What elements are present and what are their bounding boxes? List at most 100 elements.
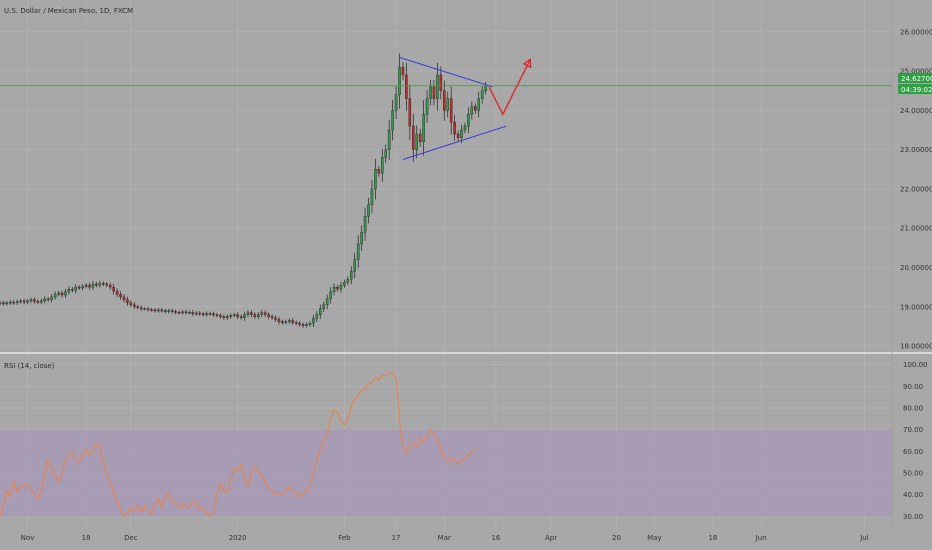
- rsi-axis-labels[interactable]: 30.00 40.00 50.00 60.00 70.00 80.00 90.00 100.0…: [903, 361, 928, 521]
- last-price-label: 24.62700: [901, 75, 932, 83]
- candle-down: [46, 298, 50, 301]
- candle-up: [332, 286, 336, 293]
- candle-down: [270, 316, 274, 318]
- price-tick-label: 19.00000: [900, 303, 932, 311]
- candle-up: [9, 301, 12, 304]
- candle-down: [449, 98, 453, 123]
- candle-down: [408, 98, 412, 127]
- time-tick-label: Apr: [545, 534, 557, 542]
- candle-up: [384, 149, 387, 158]
- price-tick-label: 21.00000: [900, 225, 932, 233]
- time-axis-labels[interactable]: Nov 18 Dec 2020 Feb 17 Mar 16 Apr 20 May 18 Jun Jul: [21, 534, 869, 542]
- candle-up: [322, 304, 326, 309]
- candle-down: [12, 301, 16, 304]
- candle-down: [88, 284, 91, 288]
- time-tick-label: 17: [392, 534, 401, 542]
- candle-up: [343, 282, 346, 286]
- candle-up: [470, 106, 474, 115]
- candle-up: [29, 299, 33, 302]
- candle-up: [43, 298, 47, 302]
- candle-down: [133, 304, 136, 307]
- time-tick-label: Dec: [124, 534, 138, 542]
- candle-down: [298, 323, 301, 325]
- candle-down: [115, 290, 119, 295]
- candle-up: [0, 302, 2, 305]
- chart-title[interactable]: U.S. Dollar / Mexican Peso, 1D, FXCM: [4, 7, 133, 15]
- candle-down: [136, 306, 140, 308]
- candle-down: [95, 283, 98, 286]
- candle-down: [277, 319, 281, 322]
- candle-up: [5, 302, 9, 305]
- candle-down: [139, 307, 143, 309]
- candle-up: [315, 314, 319, 319]
- candle-down: [129, 302, 133, 306]
- candle-up: [484, 85, 487, 91]
- candle-up: [429, 86, 432, 99]
- candle-up: [446, 98, 449, 111]
- candle-up: [360, 231, 363, 245]
- candle-up: [15, 301, 19, 304]
- candle-down: [250, 312, 253, 315]
- candle-down: [336, 286, 339, 290]
- candle-down: [174, 311, 177, 313]
- rsi-tick-label: 90.00: [903, 383, 923, 391]
- candle-up: [329, 291, 332, 300]
- candle-down: [412, 125, 415, 150]
- time-tick-label: 16: [491, 534, 500, 542]
- projection-arrowhead: [522, 58, 532, 69]
- candle-up: [74, 286, 78, 291]
- candle-down: [177, 312, 181, 314]
- time-tick-label: Mar: [438, 534, 451, 542]
- triangle-lower-trendline[interactable]: [402, 125, 507, 160]
- projection-arrow[interactable]: [488, 59, 531, 116]
- candle-up: [339, 284, 343, 290]
- rsi-tick-label: 100.00: [903, 361, 928, 369]
- candle-down: [153, 309, 157, 312]
- candle-up: [91, 283, 95, 288]
- candle-down: [401, 66, 405, 76]
- candle-down: [77, 286, 81, 289]
- time-tick-label: May: [647, 534, 661, 542]
- candle-down: [36, 301, 40, 303]
- candle-up: [398, 66, 401, 95]
- time-tick-label: Jul: [859, 534, 869, 542]
- candle-down: [160, 309, 164, 312]
- candle-up: [353, 259, 357, 272]
- candle-down: [432, 86, 436, 99]
- rsi-tick-label: 80.00: [903, 405, 923, 413]
- candle-up: [387, 129, 391, 150]
- price-axis-labels[interactable]: 18.00000 19.00000 20.00000 21.00000 22.00000…: [900, 28, 932, 350]
- candle-up: [460, 129, 463, 139]
- candle-up: [308, 323, 312, 325]
- candle-up: [246, 312, 250, 315]
- rsi-tick-label: 40.00: [903, 491, 923, 499]
- candle-up: [422, 114, 425, 143]
- candle-up: [463, 125, 467, 131]
- time-tick-label: Nov: [21, 534, 35, 542]
- candle-down: [201, 313, 205, 316]
- candle-down: [294, 322, 298, 324]
- candle-down: [456, 133, 460, 139]
- candle-down: [119, 294, 122, 298]
- candlestick-series: [0, 53, 487, 328]
- time-tick-label: 20: [612, 534, 621, 542]
- candle-up: [195, 312, 198, 315]
- price-tick-label: 18.00000: [900, 343, 932, 351]
- candle-up: [157, 309, 160, 312]
- candle-down: [2, 302, 5, 305]
- candle-down: [208, 313, 212, 315]
- candle-down: [105, 283, 109, 286]
- candle-up: [319, 308, 322, 315]
- triangle-upper-trendline[interactable]: [399, 56, 493, 88]
- candle-down: [377, 169, 381, 174]
- price-tick-label: 25.00000: [900, 68, 932, 76]
- candle-up: [167, 310, 171, 312]
- candle-down: [267, 314, 270, 317]
- candle-up: [50, 296, 53, 300]
- candle-up: [260, 312, 264, 315]
- candle-down: [253, 314, 257, 317]
- rsi-title[interactable]: RSI (14, close): [4, 362, 55, 370]
- candle-up: [19, 300, 22, 303]
- candle-down: [108, 284, 112, 288]
- candle-down: [453, 121, 456, 135]
